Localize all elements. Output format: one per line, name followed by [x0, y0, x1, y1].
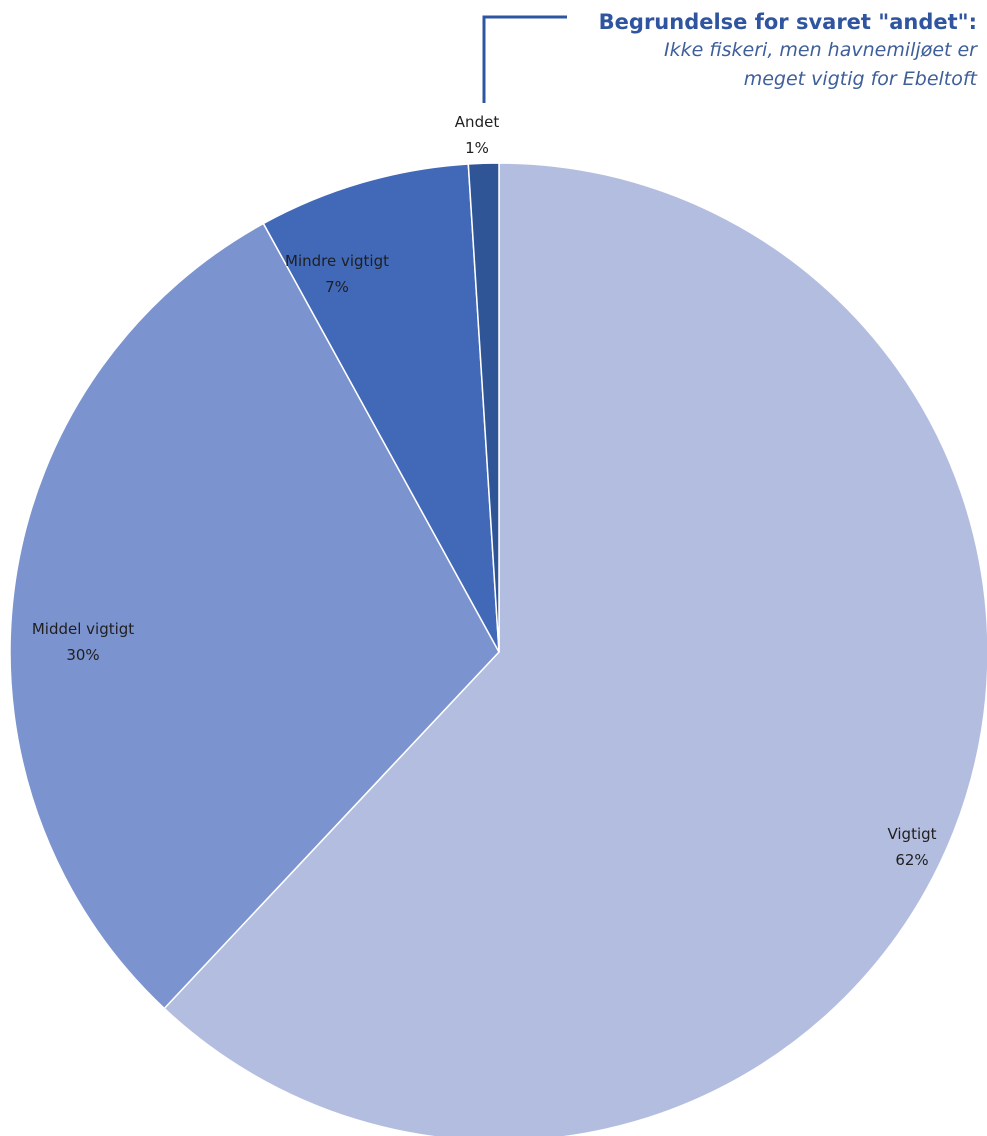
slice-value-andet: 1% [465, 139, 489, 157]
annotation-line-2: meget vigtig for Ebeltoft [743, 68, 977, 90]
annotation-line-1: Ikke fiskeri, men havnemiljøet er [664, 39, 977, 61]
annotation-body: Ikke fiskeri, men havnemiljøet er meget … [599, 36, 977, 94]
slice-value-vigtigt: 62% [895, 851, 928, 869]
pie-slice-andet [467, 162, 500, 653]
slice-label-vigtigt: Vigtigt [887, 825, 936, 843]
annotation: Begrundelse for svaret "andet": Ikke fis… [599, 8, 977, 94]
pie-slice-mindre-vigtigt [262, 163, 500, 653]
pie-labels: Vigtigt 62% Middel vigtigt 30% Mindre vigtig… [32, 113, 937, 869]
slice-label-mindre-vigtigt: Mindre vigtigt [285, 252, 389, 270]
annotation-leader-line [482, 15, 567, 103]
slice-label-middel-vigtigt: Middel vigtigt [32, 620, 134, 638]
annotation-title: Begrundelse for svaret "andet": [598, 10, 977, 34]
slice-value-middel-vigtigt: 30% [66, 646, 99, 664]
pie-slice-vigtigt [163, 162, 987, 1136]
pie-slices [9, 162, 987, 1136]
slice-value-mindre-vigtigt: 7% [325, 278, 349, 296]
slice-label-andet: Andet [455, 113, 500, 131]
pie-slice-middel-vigtigt [9, 222, 500, 1010]
